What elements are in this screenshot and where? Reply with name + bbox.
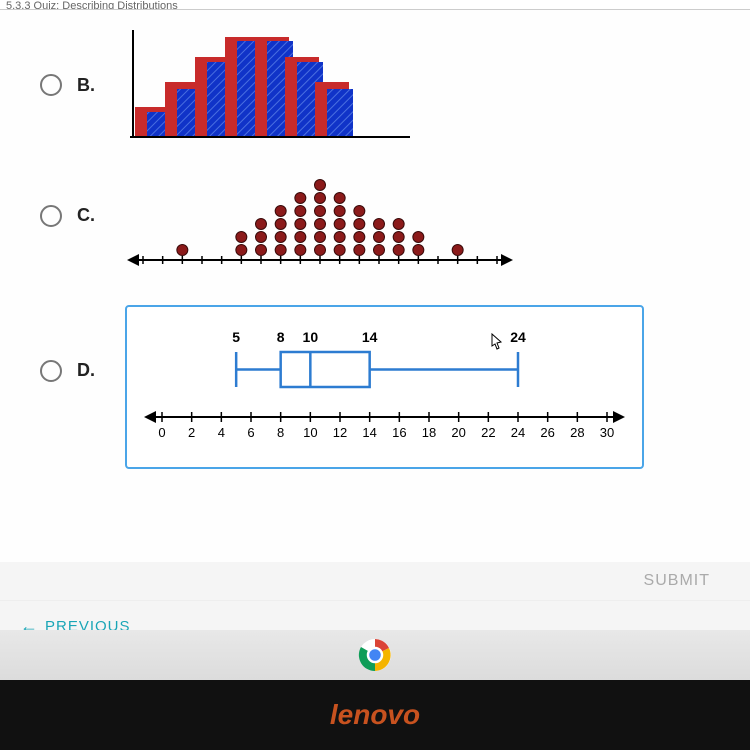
option-d-row[interactable]: D. 58101424024681012141618202224262830	[40, 305, 710, 469]
svg-text:24: 24	[510, 329, 526, 345]
option-b-label: B.	[77, 75, 95, 96]
lenovo-logo: lenovo	[330, 699, 420, 731]
svg-text:4: 4	[218, 425, 225, 440]
svg-text:16: 16	[392, 425, 406, 440]
submit-button[interactable]: SUBMIT	[644, 572, 710, 590]
svg-text:24: 24	[511, 425, 525, 440]
svg-text:20: 20	[451, 425, 465, 440]
svg-text:14: 14	[362, 329, 378, 345]
option-b-row[interactable]: B.	[40, 25, 710, 145]
screen: 5.3.3 Quiz: Describing Distributions B. …	[0, 0, 750, 630]
laptop-bezel: lenovo	[0, 680, 750, 750]
option-d-label: D.	[77, 360, 95, 381]
chart-c-dotplot	[125, 165, 515, 280]
svg-text:6: 6	[247, 425, 254, 440]
quiz-title: 5.3.3 Quiz: Describing Distributions	[6, 0, 178, 10]
taskbar	[0, 630, 750, 680]
radio-d[interactable]	[40, 360, 62, 382]
svg-text:8: 8	[277, 329, 285, 345]
chart-b-histogram	[125, 25, 415, 145]
svg-text:10: 10	[303, 329, 319, 345]
option-c-label: C.	[77, 205, 95, 226]
question-content: B. C. D. 5810142402468101214161820222426…	[0, 10, 750, 562]
radio-b[interactable]	[40, 74, 62, 96]
quiz-header: 5.3.3 Quiz: Describing Distributions	[0, 0, 750, 10]
svg-text:10: 10	[303, 425, 317, 440]
svg-text:8: 8	[277, 425, 284, 440]
svg-text:14: 14	[362, 425, 376, 440]
submit-row: SUBMIT	[0, 562, 750, 600]
svg-text:2: 2	[188, 425, 195, 440]
chart-d-container: 58101424024681012141618202224262830	[125, 305, 644, 469]
svg-text:12: 12	[333, 425, 347, 440]
option-c-row[interactable]: C.	[40, 165, 710, 280]
svg-text:18: 18	[422, 425, 436, 440]
svg-text:0: 0	[158, 425, 165, 440]
svg-text:26: 26	[540, 425, 554, 440]
radio-c[interactable]	[40, 205, 62, 227]
svg-text:28: 28	[570, 425, 584, 440]
chrome-icon[interactable]	[358, 638, 392, 672]
svg-text:30: 30	[600, 425, 614, 440]
svg-text:22: 22	[481, 425, 495, 440]
svg-text:5: 5	[232, 329, 240, 345]
